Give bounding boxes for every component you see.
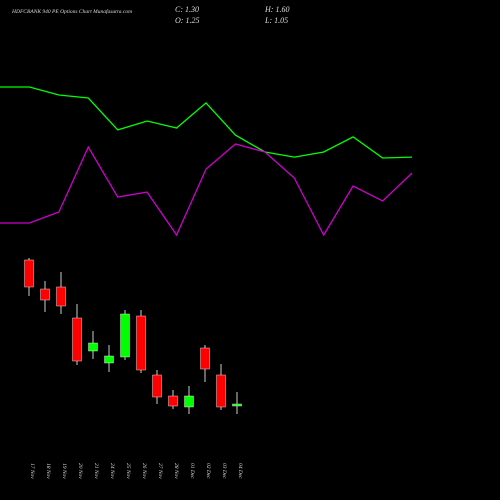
candle-body: [120, 313, 130, 358]
x-tick-label: 27 Nov: [157, 463, 163, 479]
low-info: L: 1.05: [264, 16, 288, 25]
candle-body: [136, 315, 146, 371]
x-tick-label: 03 Dec: [221, 463, 227, 479]
candle-body: [72, 317, 82, 362]
x-tick-label: 24 Nov: [109, 463, 116, 479]
x-tick-label: 17 Nov: [29, 463, 35, 479]
x-tick-label: 21 Nov: [93, 463, 99, 479]
x-tick-label: 25 Nov: [125, 463, 131, 479]
close-info: C: 1.30: [175, 5, 199, 14]
candle-body: [24, 259, 34, 288]
x-tick-label: 04 Dec: [237, 463, 244, 479]
high-info: H: 1.60: [264, 5, 289, 14]
candle-body: [88, 342, 98, 352]
x-tick-label: 26 Nov: [141, 463, 147, 479]
chart-title: HDFCBANK 940 PE Options Chart Munafasutr…: [11, 8, 132, 15]
x-tick-label: 28 Nov: [173, 463, 179, 479]
candle-body: [40, 288, 50, 301]
candle-body: [168, 395, 178, 407]
candle-body: [152, 374, 162, 398]
x-tick-label: 19 Nov: [61, 463, 67, 479]
candle-body: [184, 395, 194, 408]
candle-body: [56, 286, 66, 307]
candle-body: [216, 374, 226, 408]
x-tick-label: 18 Nov: [45, 463, 51, 479]
open-info: O: 1.25: [175, 16, 199, 25]
x-tick-label: 20 Nov: [77, 463, 83, 479]
candle-body: [232, 403, 242, 407]
candle-body: [104, 355, 114, 364]
x-tick-label: 02 Dec: [205, 463, 211, 479]
candle-body: [200, 347, 210, 370]
indicator-line: [0, 86, 413, 159]
x-tick-label: 01 Dec: [189, 463, 195, 479]
indicator-line: [0, 143, 413, 237]
